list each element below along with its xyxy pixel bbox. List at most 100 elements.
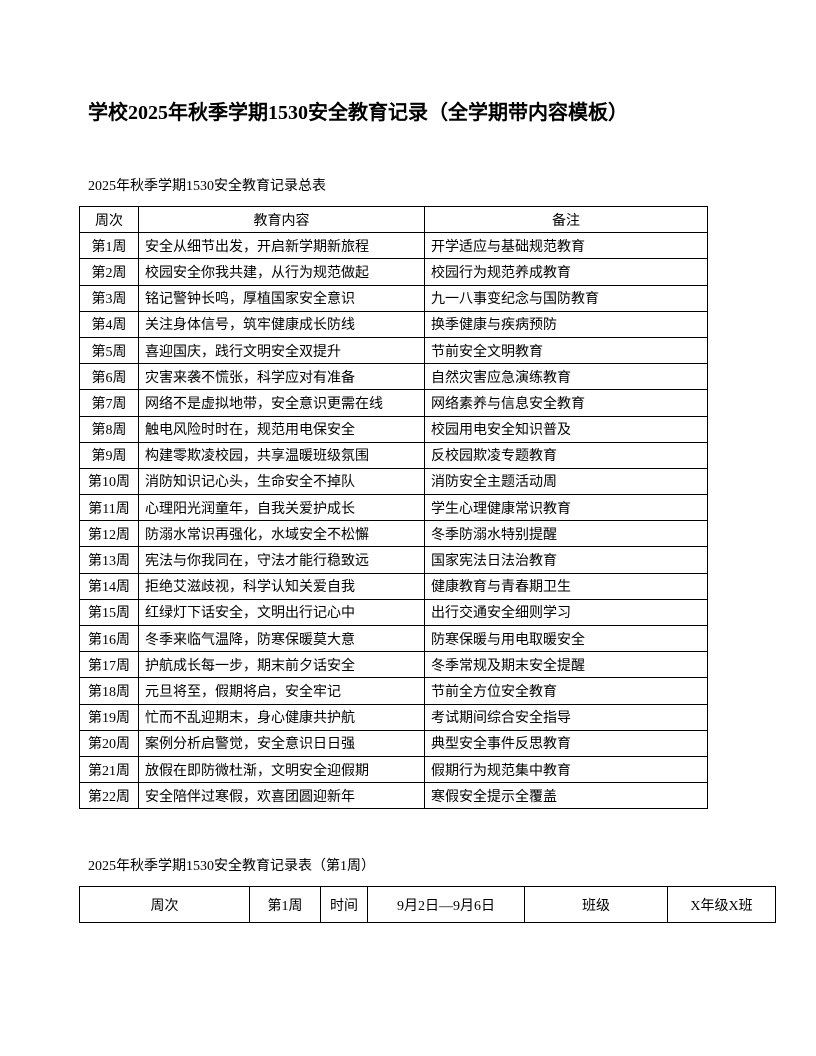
- note-cell: 典型安全事件反思教育: [424, 729, 708, 757]
- content-cell: 喜迎国庆，践行文明安全双提升: [138, 336, 425, 365]
- week-cell: 第18周: [79, 677, 139, 705]
- week-value: 第1周: [249, 886, 321, 923]
- content-cell: 校园安全你我共建，从行为规范做起: [138, 258, 425, 286]
- week-label: 周次: [79, 886, 250, 923]
- week-cell: 第6周: [79, 363, 139, 391]
- header-content: 教育内容: [138, 205, 425, 234]
- content-cell: 拒绝艾滋歧视，科学认知关爱自我: [138, 572, 425, 600]
- header-week: 周次: [79, 205, 139, 234]
- content-cell: 护航成长每一步，期末前夕话安全: [138, 651, 425, 679]
- week-cell: 第15周: [79, 598, 139, 627]
- header-note: 备注: [424, 205, 708, 234]
- week-cell: 第4周: [79, 310, 139, 338]
- week-cell: 第21周: [79, 755, 139, 784]
- week-cell: 第8周: [79, 415, 139, 443]
- note-cell: 国家宪法日法治教育: [424, 546, 708, 574]
- table-row: 第5周 喜迎国庆，践行文明安全双提升 节前安全文明教育: [79, 336, 708, 365]
- table-row: 第21周 放假在即防微杜渐，文明安全迎假期 假期行为规范集中教育: [79, 755, 708, 784]
- content-cell: 元旦将至，假期将启，安全牢记: [138, 677, 425, 705]
- week-cell: 第19周: [79, 703, 139, 731]
- table-row: 第19周 忙而不乱迎期末，身心健康共护航 考试期间综合安全指导: [79, 703, 708, 731]
- table-row: 第13周 宪法与你我同在，守法才能行稳致远 国家宪法日法治教育: [79, 546, 708, 574]
- week-cell: 第17周: [79, 651, 139, 679]
- table-row: 第17周 护航成长每一步，期末前夕话安全 冬季常规及期末安全提醒: [79, 651, 708, 679]
- content-cell: 安全陪伴过寒假，欢喜团圆迎新年: [138, 782, 425, 810]
- table-row: 第22周 安全陪伴过寒假，欢喜团圆迎新年 寒假安全提示全覆盖: [79, 782, 708, 810]
- class-value: X年级X班: [667, 886, 776, 923]
- document-title: 学校2025年秋季学期1530安全教育记录（全学期带内容模板）: [88, 102, 628, 124]
- table-row: 第6周 灾害来袭不慌张，科学应对有准备 自然灾害应急演练教育: [79, 363, 708, 391]
- week-cell: 第1周: [79, 232, 139, 260]
- table-row: 第3周 铭记警钟长鸣，厚植国家安全意识 九一八事变纪念与国防教育: [79, 284, 708, 312]
- content-cell: 冬季来临气温降，防寒保暖莫大意: [138, 624, 425, 653]
- week-cell: 第14周: [79, 572, 139, 600]
- note-cell: 自然灾害应急演练教育: [424, 363, 708, 391]
- table-row: 第11周 心理阳光润童年，自我关爱护成长 学生心理健康常识教育: [79, 494, 708, 522]
- note-cell: 网络素养与信息安全教育: [424, 389, 708, 417]
- table-row: 第18周 元旦将至，假期将启，安全牢记 节前全方位安全教育: [79, 677, 708, 705]
- content-cell: 铭记警钟长鸣，厚植国家安全意识: [138, 284, 425, 312]
- summary-table-caption: 2025年秋季学期1530安全教育记录总表: [88, 179, 326, 194]
- table-row: 第20周 案例分析启警觉，安全意识日日强 典型安全事件反思教育: [79, 729, 708, 757]
- note-cell: 校园用电安全知识普及: [424, 415, 708, 443]
- week-cell: 第20周: [79, 729, 139, 757]
- week-cell: 第10周: [79, 467, 139, 496]
- table-row: 第8周 触电风险时时在，规范用电保安全 校园用电安全知识普及: [79, 415, 708, 443]
- content-cell: 心理阳光润童年，自我关爱护成长: [138, 494, 425, 522]
- week-cell: 第13周: [79, 546, 139, 574]
- note-cell: 冬季防溺水特别提醒: [424, 520, 708, 548]
- week-cell: 第12周: [79, 520, 139, 548]
- week-cell: 第3周: [79, 284, 139, 312]
- note-cell: 反校园欺凌专题教育: [424, 441, 708, 469]
- note-cell: 防寒保暖与用电取暖安全: [424, 624, 708, 653]
- note-cell: 健康教育与青春期卫生: [424, 572, 708, 600]
- week-cell: 第2周: [79, 258, 139, 286]
- content-cell: 宪法与你我同在，守法才能行稳致远: [138, 546, 425, 574]
- week-record-table: 周次 第1周 时间 9月2日—9月6日 班级 X年级X班: [79, 886, 776, 923]
- note-cell: 寒假安全提示全覆盖: [424, 782, 708, 810]
- week-cell: 第11周: [79, 494, 139, 522]
- week-cell: 第22周: [79, 782, 139, 810]
- note-cell: 考试期间综合安全指导: [424, 703, 708, 731]
- table-row: 第15周 红绿灯下话安全，文明出行记心中 出行交通安全细则学习: [79, 598, 708, 627]
- content-cell: 构建零欺凌校园，共享温暖班级氛围: [138, 441, 425, 469]
- table-row: 第4周 关注身体信号，筑牢健康成长防线 换季健康与疾病预防: [79, 310, 708, 338]
- table-row: 第2周 校园安全你我共建，从行为规范做起 校园行为规范养成教育: [79, 258, 708, 286]
- table-header-row: 周次 教育内容 备注: [79, 205, 708, 234]
- summary-table: 周次 教育内容 备注 第1周 安全从细节出发，开启新学期新旅程 开学适应与基础规范教…: [79, 205, 708, 810]
- note-cell: 学生心理健康常识教育: [424, 494, 708, 522]
- note-cell: 消防安全主题活动周: [424, 467, 708, 496]
- content-cell: 灾害来袭不慌张，科学应对有准备: [138, 363, 425, 391]
- time-value: 9月2日—9月6日: [367, 886, 525, 923]
- note-cell: 校园行为规范养成教育: [424, 258, 708, 286]
- content-cell: 防溺水常识再强化，水域安全不松懈: [138, 520, 425, 548]
- note-cell: 假期行为规范集中教育: [424, 755, 708, 784]
- note-cell: 节前全方位安全教育: [424, 677, 708, 705]
- note-cell: 开学适应与基础规范教育: [424, 232, 708, 260]
- table-row: 第7周 网络不是虚拟地带，安全意识更需在线 网络素养与信息安全教育: [79, 389, 708, 417]
- week-cell: 第9周: [79, 441, 139, 469]
- week-cell: 第16周: [79, 624, 139, 653]
- table-row: 第12周 防溺水常识再强化，水域安全不松懈 冬季防溺水特别提醒: [79, 520, 708, 548]
- note-cell: 节前安全文明教育: [424, 336, 708, 365]
- content-cell: 案例分析启警觉，安全意识日日强: [138, 729, 425, 757]
- content-cell: 网络不是虚拟地带，安全意识更需在线: [138, 389, 425, 417]
- week-cell: 第7周: [79, 389, 139, 417]
- week-cell: 第5周: [79, 336, 139, 365]
- content-cell: 消防知识记心头，生命安全不掉队: [138, 467, 425, 496]
- note-cell: 冬季常规及期末安全提醒: [424, 651, 708, 679]
- class-label: 班级: [524, 886, 668, 923]
- note-cell: 出行交通安全细则学习: [424, 598, 708, 627]
- content-cell: 忙而不乱迎期末，身心健康共护航: [138, 703, 425, 731]
- table-row: 周次 第1周 时间 9月2日—9月6日 班级 X年级X班: [79, 886, 776, 923]
- content-cell: 触电风险时时在，规范用电保安全: [138, 415, 425, 443]
- table-row: 第1周 安全从细节出发，开启新学期新旅程 开学适应与基础规范教育: [79, 232, 708, 260]
- table-row: 第16周 冬季来临气温降，防寒保暖莫大意 防寒保暖与用电取暖安全: [79, 624, 708, 653]
- content-cell: 安全从细节出发，开启新学期新旅程: [138, 232, 425, 260]
- note-cell: 换季健康与疾病预防: [424, 310, 708, 338]
- time-label: 时间: [320, 886, 368, 923]
- content-cell: 关注身体信号，筑牢健康成长防线: [138, 310, 425, 338]
- table-row: 第9周 构建零欺凌校园，共享温暖班级氛围 反校园欺凌专题教育: [79, 441, 708, 469]
- note-cell: 九一八事变纪念与国防教育: [424, 284, 708, 312]
- table-row: 第14周 拒绝艾滋歧视，科学认知关爱自我 健康教育与青春期卫生: [79, 572, 708, 600]
